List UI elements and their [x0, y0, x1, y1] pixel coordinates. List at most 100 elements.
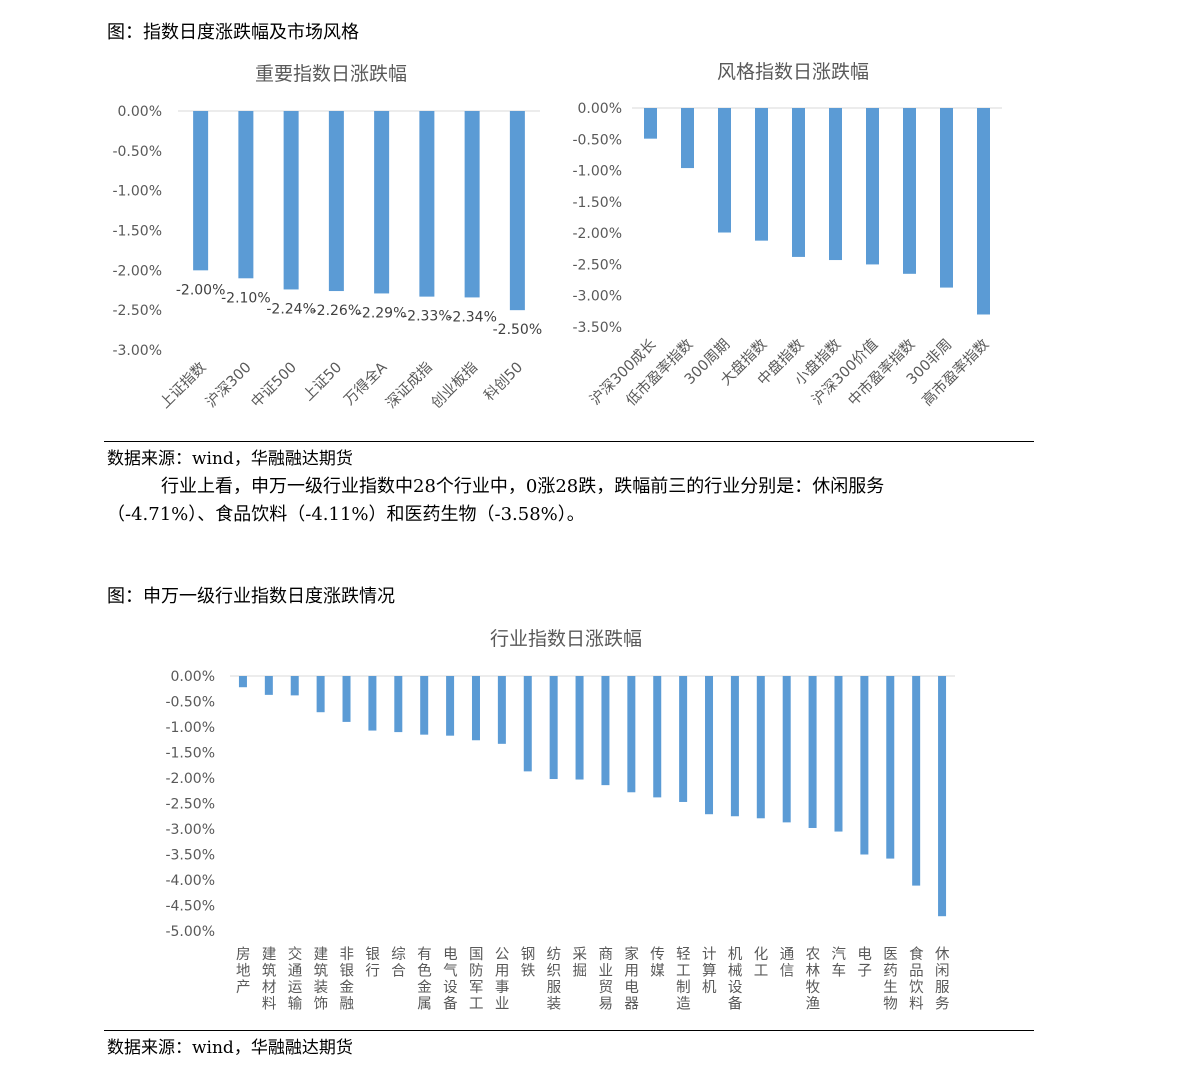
bar [792, 108, 805, 257]
category-label-char: 事 [495, 979, 511, 996]
category-label: 中证500 [248, 359, 300, 411]
category-label-char: 媒 [650, 963, 666, 980]
category-label-char: 筑 [314, 963, 330, 980]
category-label-char: 电 [624, 979, 640, 996]
data-label: -2.10% [221, 290, 271, 306]
bar [782, 676, 791, 823]
category-label: 传媒 [650, 946, 666, 980]
paragraph-line-2: （-4.71%）、食品饮料（-4.11%）和医药生物（-3.58%）。 [107, 504, 585, 525]
chart-title: 风格指数日涨跌幅 [717, 61, 869, 83]
category-label-char: 金 [417, 979, 433, 996]
bar [283, 111, 299, 290]
category-label-char: 工 [676, 964, 692, 980]
category-label-char: 料 [262, 996, 278, 1013]
bar [342, 676, 351, 722]
category-label-char: 食 [909, 946, 925, 963]
category-label-char: 备 [443, 996, 459, 1013]
y-tick-label: -2.50% [112, 303, 162, 319]
category-label-char: 通 [780, 946, 796, 963]
bar [509, 111, 525, 311]
y-tick-label: -4.50% [165, 899, 215, 915]
category-label-char: 休 [935, 946, 951, 963]
y-tick-label: -3.00% [572, 289, 622, 305]
bar [464, 111, 480, 298]
category-label: 化工 [754, 946, 770, 980]
chart-title: 重要指数日涨跌幅 [255, 63, 407, 85]
bar [866, 108, 879, 265]
category-label: 机械设备 [728, 946, 744, 1013]
category-label-char: 有 [417, 946, 433, 963]
category-label-char: 设 [728, 979, 744, 996]
bar [575, 676, 584, 780]
category-label-char: 铁 [521, 963, 537, 980]
category-label-char: 农 [806, 946, 822, 963]
category-label-char: 掘 [573, 963, 589, 980]
category-label-char: 电 [857, 946, 873, 963]
category-label-char: 饰 [314, 996, 330, 1013]
y-tick-label: -1.00% [165, 720, 215, 736]
category-label-char: 属 [417, 997, 433, 1013]
y-tick-label: -2.50% [572, 257, 622, 273]
y-tick-label: -1.50% [112, 224, 162, 240]
category-label-char: 银 [365, 946, 381, 963]
data-label: -2.34% [447, 309, 497, 325]
y-tick-label: -4.00% [165, 873, 215, 889]
category-label: 通信 [780, 946, 796, 980]
bar [523, 676, 532, 772]
category-label: 上证50 [300, 359, 346, 405]
category-label-char: 非 [340, 946, 356, 963]
category-label-char: 器 [624, 997, 640, 1013]
category-label: 上证指数 [156, 358, 209, 411]
bar [549, 676, 558, 780]
category-label-char: 业 [495, 996, 511, 1013]
y-tick-label: -5.00% [165, 924, 215, 940]
bar [394, 676, 403, 733]
divider-line-1 [104, 441, 1034, 442]
category-label-char: 业 [598, 963, 614, 980]
category-label-char: 钢 [521, 946, 537, 963]
bar [290, 676, 299, 696]
category-label-char: 饮 [909, 979, 925, 996]
category-label: 银行 [365, 946, 381, 980]
bar [419, 111, 435, 297]
category-label-char: 林 [806, 963, 822, 980]
y-tick-label: -0.50% [165, 695, 215, 711]
bar [755, 108, 768, 241]
category-label-char: 造 [676, 996, 692, 1013]
category-label-char: 采 [573, 946, 589, 963]
bar [368, 676, 377, 731]
figure-caption-1: 图：指数日度涨跌幅及市场风格 [107, 22, 359, 43]
category-label-char: 电 [443, 946, 459, 963]
figure-caption-2: 图：申万一级行业指数日度涨跌情况 [107, 586, 395, 607]
category-label-char: 药 [883, 963, 899, 980]
bar [829, 108, 842, 261]
category-label-char: 料 [909, 996, 925, 1013]
category-label-char: 生 [883, 979, 899, 996]
category-label: 电气设备 [443, 946, 459, 1013]
y-tick-label: -3.00% [112, 343, 162, 359]
y-tick-label: -1.00% [112, 184, 162, 200]
category-label-char: 闲 [935, 963, 951, 980]
category-label: 综合 [391, 946, 407, 980]
category-label-char: 用 [495, 964, 511, 980]
category-label: 医药生物 [883, 947, 899, 1013]
category-label-char: 械 [728, 963, 744, 980]
category-label-char: 轻 [676, 946, 692, 963]
category-label-char: 汽 [831, 946, 847, 963]
category-label: 有色金属 [417, 946, 433, 1013]
bar [471, 676, 480, 741]
category-label: 休闲服务 [935, 946, 951, 1013]
category-label: 纺织服装 [547, 946, 563, 1013]
category-label-char: 机 [728, 946, 744, 963]
category-label-char: 机 [702, 979, 718, 996]
category-label-char: 气 [443, 963, 459, 980]
category-label-char: 算 [702, 963, 718, 980]
category-label-char: 纺 [547, 946, 563, 963]
bar [730, 676, 739, 817]
category-label-char: 品 [909, 963, 925, 980]
chart-style: 风格指数日涨跌幅 0.00% -0.50% -1.00% -1.50% -2.00% -2.… [572, 61, 1002, 409]
data-source-2: 数据来源：wind，华融融达期货 [107, 1038, 353, 1058]
chart-major: 重要指数日涨跌幅0.00%-0.50%-1.00%-1.50%-2.00%-2.… [112, 63, 542, 412]
bar [808, 676, 817, 828]
